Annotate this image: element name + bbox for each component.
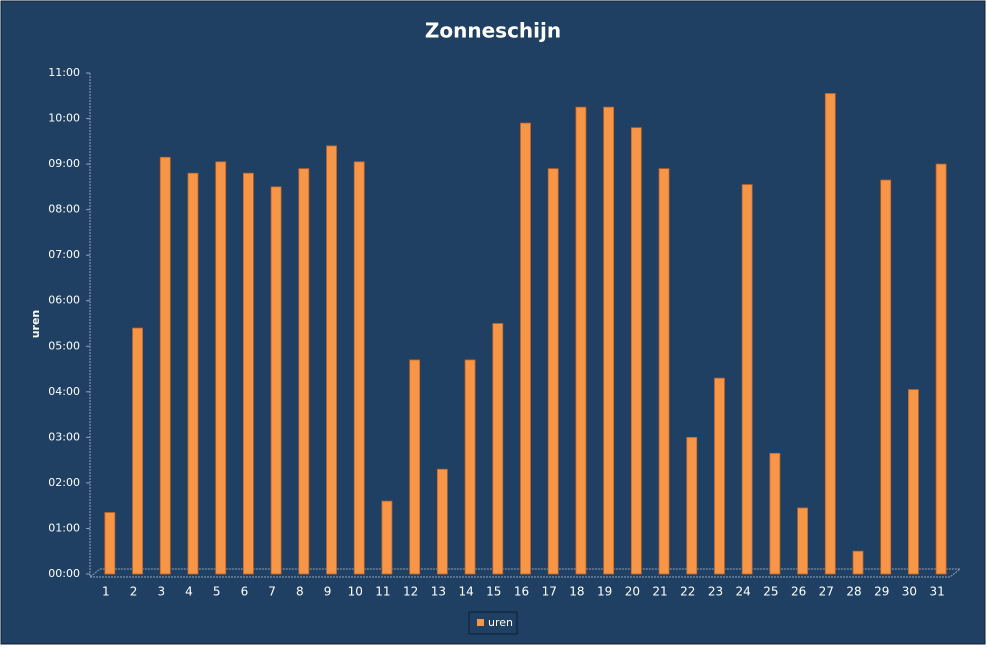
floor [89,568,962,578]
bar [686,436,698,575]
bar [575,106,587,575]
x-tick-label: 4 [185,585,193,599]
y-tick-label: 04:00 [48,385,80,398]
x-tick-label: 7 [268,585,276,599]
bar [326,145,337,575]
y-tick-label: 08:00 [48,203,80,216]
y-tick-label: 06:00 [48,294,80,307]
legend-swatch [477,619,484,626]
chart-title: Zonneschijn [425,19,561,43]
y-tick-label: 02:00 [48,476,80,489]
x-tick-label: 29 [874,585,889,599]
legend-label: uren [488,616,513,629]
bar [353,161,365,575]
bar [603,106,615,575]
x-tick-label: 2 [130,585,138,599]
bar [797,507,808,575]
x-tick-label: 24 [736,585,751,599]
bar [436,468,448,575]
x-tick-label: 6 [241,585,249,599]
x-tick-label: 27 [819,585,834,599]
bar [852,550,864,575]
x-tick-label: 26 [791,585,806,599]
x-tick-label: 17 [542,585,557,599]
x-tick-label: 12 [403,585,418,599]
x-tick-label: 19 [597,585,612,599]
x-tick-label: 8 [296,585,304,599]
bar [714,377,725,575]
x-tick-label: 20 [625,585,640,599]
y-tick-label: 09:00 [48,157,80,170]
x-tick-label: 14 [458,585,473,599]
bar [187,172,199,575]
x-tick-label: 1 [102,585,110,599]
x-tick-label: 31 [930,585,945,599]
bar [464,359,476,575]
bar [298,168,310,575]
y-axis-label: uren [29,310,42,339]
bar [547,168,559,575]
y-tick-label: 07:00 [48,248,80,261]
x-tick-label: 10 [348,585,363,599]
bar [769,452,781,575]
y-tick-label: 00:00 [48,567,80,580]
bar [630,127,642,575]
legend-box [468,611,518,635]
bar [741,184,753,575]
x-tick-label: 5 [213,585,221,599]
x-tick-label: 28 [846,585,861,599]
x-tick-label: 23 [708,585,723,599]
bar [492,323,504,575]
x-tick-label: 30 [902,585,917,599]
bar [409,359,421,575]
y-tick-label: 01:00 [48,521,80,534]
x-tick-label: 21 [652,585,667,599]
bar [215,161,227,575]
x-tick-label: 15 [486,585,501,599]
bar [908,389,919,575]
x-tick-label: 9 [324,585,332,599]
bar [381,500,393,575]
bar [824,93,836,575]
x-tick-label: 16 [514,585,529,599]
x-tick-label: 13 [431,585,446,599]
bar [159,156,171,575]
x-tick-label: 22 [680,585,695,599]
bar [658,168,670,575]
y-tick-label: 05:00 [48,339,80,352]
x-tick-label: 3 [157,585,165,599]
x-tick-label: 25 [763,585,778,599]
bar [880,179,892,575]
y-tick-label: 03:00 [48,430,80,443]
bar [243,172,254,575]
bar [935,163,947,575]
y-tick-label: 11:00 [48,66,80,79]
bar [270,186,282,575]
y-tick-label: 10:00 [48,112,80,125]
bar [520,122,531,575]
bar [104,512,116,575]
x-tick-label: 18 [569,585,584,599]
x-tick-label: 11 [375,585,390,599]
bar [132,327,143,575]
